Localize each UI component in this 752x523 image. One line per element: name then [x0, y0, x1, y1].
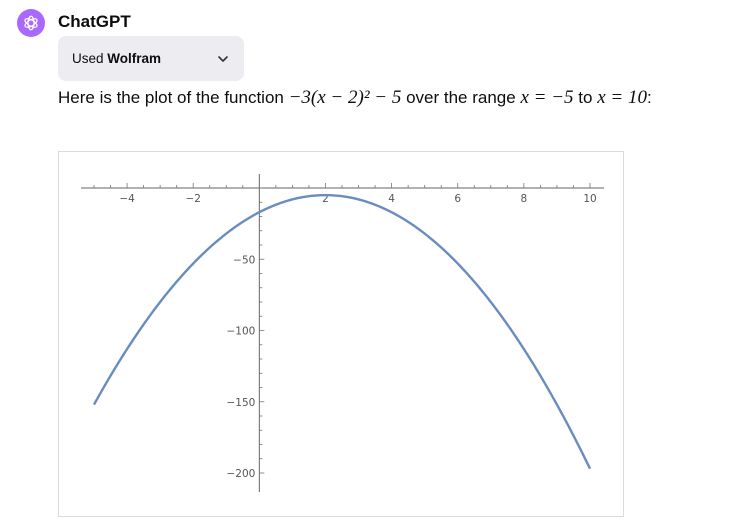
range-end: x = 10	[597, 87, 647, 108]
x-tick-label: 4	[388, 193, 395, 205]
range-start: x = −5	[520, 87, 574, 108]
y-tick-label: −100	[226, 326, 255, 338]
y-tick-label: −150	[226, 397, 255, 409]
message-text-end: :	[646, 88, 652, 107]
x-tick-label: 6	[454, 193, 461, 205]
author-name: ChatGPT	[58, 12, 131, 31]
function-formula: −3(x − 2)² − 5	[288, 87, 402, 108]
x-tick-label: −4	[119, 193, 135, 205]
x-tick-label: 8	[521, 193, 528, 205]
message-text-middle: over the range	[406, 88, 516, 107]
chevron-down-icon	[218, 55, 228, 62]
y-tick-label: −200	[226, 468, 255, 480]
x-tick-label: 2	[322, 193, 329, 205]
chatgpt-avatar	[17, 9, 45, 37]
openai-logo-icon	[24, 15, 38, 31]
tool-use-prefix: Used	[72, 51, 104, 66]
function-plot: −4 −2 2 4 6 8 10 −50 −100 −150 −200	[81, 174, 604, 492]
tool-use-toggle[interactable]: Used Wolfram	[58, 36, 244, 81]
y-tick-label: −50	[233, 254, 255, 266]
x-tick-label: −2	[185, 193, 200, 205]
plot-image: −4 −2 2 4 6 8 10 −50 −100 −150 −200	[58, 151, 624, 517]
x-tick-label: 10	[583, 193, 596, 205]
message-text-to: to	[578, 88, 593, 107]
series-line	[92, 193, 592, 470]
tool-name: Wolfram	[107, 51, 162, 66]
message-text-before: Here is the plot of the function	[58, 88, 284, 107]
assistant-message: Here is the plot of the function −3(x − …	[58, 86, 652, 110]
tool-use-label: Used Wolfram	[72, 51, 216, 66]
